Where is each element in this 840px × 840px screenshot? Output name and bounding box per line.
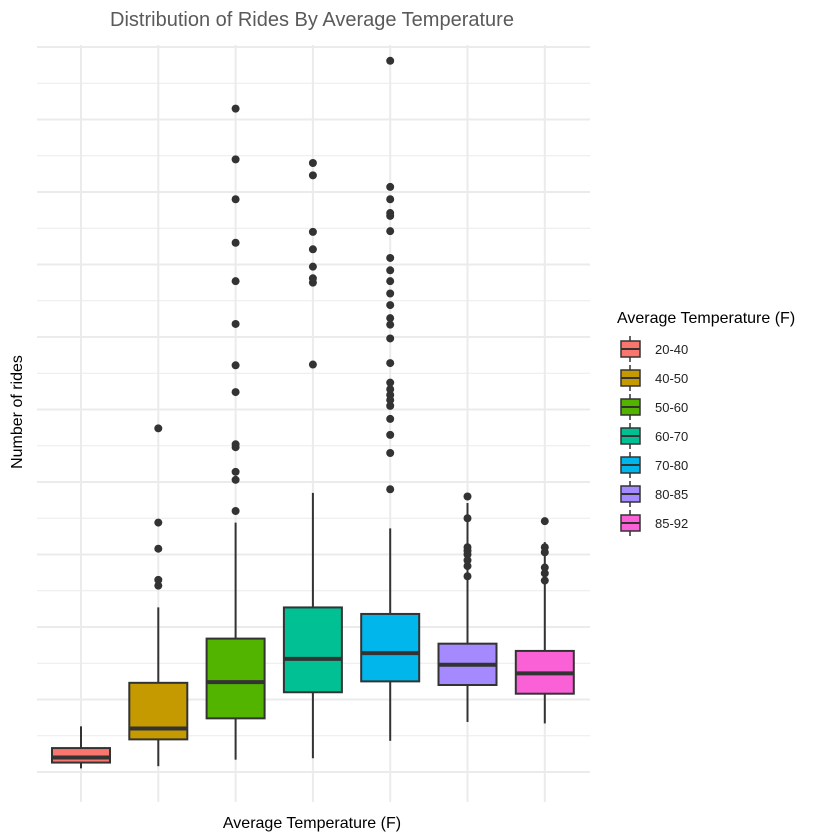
legend: Average Temperature (F) 20-40 40-50 50-60 6… bbox=[617, 310, 795, 536]
outlier-point bbox=[231, 361, 240, 370]
outlier-point bbox=[386, 301, 395, 310]
legend-label: 70-80 bbox=[655, 458, 688, 473]
legend-label: 85-92 bbox=[655, 516, 688, 531]
chart-title: Distribution of Rides By Average Tempera… bbox=[110, 9, 514, 31]
legend-title: Average Temperature (F) bbox=[617, 310, 795, 327]
outlier-point bbox=[154, 518, 163, 527]
outlier-point bbox=[308, 159, 317, 167]
legend-label: 50-60 bbox=[655, 400, 688, 415]
outlier-point bbox=[386, 414, 395, 423]
outlier-point bbox=[386, 449, 395, 457]
outlier-point bbox=[463, 556, 472, 565]
outlier-point bbox=[308, 274, 317, 283]
outlier-point bbox=[308, 360, 317, 369]
outlier-point bbox=[386, 253, 395, 262]
outlier-point bbox=[386, 266, 395, 275]
outlier-point bbox=[308, 171, 317, 180]
box-iqr bbox=[360, 612, 421, 683]
outlier-point bbox=[540, 563, 549, 572]
y-axis-title: Number of rides bbox=[9, 355, 26, 469]
outlier-point bbox=[154, 581, 163, 590]
outlier-point bbox=[231, 507, 240, 515]
legend-key-60-70 bbox=[620, 423, 641, 449]
outlier-point bbox=[386, 320, 395, 329]
box-50-60 bbox=[205, 104, 266, 760]
outlier-point bbox=[386, 182, 395, 191]
outlier-point bbox=[463, 492, 472, 501]
outlier-point bbox=[463, 572, 472, 581]
legend-key-70-80 bbox=[620, 452, 641, 478]
legend-label: 80-85 bbox=[655, 487, 688, 502]
outlier-point bbox=[386, 314, 395, 323]
outlier-point bbox=[386, 401, 395, 410]
legend-key-50-60 bbox=[620, 394, 641, 420]
box-85-92 bbox=[514, 517, 575, 724]
legend-label: 40-50 bbox=[655, 371, 688, 386]
outlier-point bbox=[231, 440, 240, 449]
legend-key-85-92 bbox=[620, 510, 641, 536]
box-iqr bbox=[282, 606, 343, 694]
box-70-80 bbox=[360, 56, 421, 741]
outlier-point bbox=[231, 155, 240, 164]
outlier-point bbox=[540, 543, 549, 552]
outlier-point bbox=[231, 475, 240, 484]
outlier-point bbox=[386, 378, 395, 387]
outlier-point bbox=[231, 238, 240, 247]
outlier-point bbox=[308, 227, 317, 236]
outlier-point bbox=[154, 575, 163, 584]
box-40-50 bbox=[128, 424, 189, 767]
outlier-point bbox=[154, 424, 163, 433]
outlier-point bbox=[463, 543, 472, 552]
outlier-point bbox=[154, 544, 163, 553]
legend-key-20-40 bbox=[620, 336, 641, 362]
outlier-point bbox=[386, 385, 395, 394]
box-iqr bbox=[128, 681, 189, 741]
legend-key-80-85 bbox=[620, 481, 641, 507]
plot-area bbox=[37, 45, 590, 802]
outlier-point bbox=[463, 562, 472, 571]
outlier-point bbox=[231, 104, 240, 113]
outlier-point bbox=[386, 277, 395, 286]
box-80-85 bbox=[437, 492, 498, 722]
box-iqr bbox=[51, 747, 111, 764]
legend-label: 20-40 bbox=[655, 342, 688, 357]
box-iqr bbox=[205, 637, 266, 720]
outlier-point bbox=[386, 289, 395, 298]
outlier-point bbox=[386, 227, 395, 236]
boxes bbox=[51, 56, 575, 769]
outlier-point bbox=[540, 569, 549, 578]
outlier-point bbox=[386, 334, 395, 343]
outlier-point bbox=[231, 388, 240, 397]
outlier-point bbox=[386, 359, 395, 368]
outlier-point bbox=[540, 576, 549, 585]
box-20-40 bbox=[51, 726, 111, 769]
outlier-point bbox=[308, 262, 317, 271]
outlier-point bbox=[231, 319, 240, 328]
outlier-point bbox=[540, 517, 549, 526]
outlier-point bbox=[463, 514, 472, 523]
box-60-70 bbox=[282, 159, 343, 759]
legend-label: 60-70 bbox=[655, 429, 688, 444]
outlier-point bbox=[308, 245, 317, 254]
legend-key-40-50 bbox=[620, 365, 641, 391]
outlier-point bbox=[386, 430, 395, 439]
outlier-point bbox=[231, 195, 240, 204]
outlier-point bbox=[386, 485, 395, 494]
x-axis-title: Average Temperature (F) bbox=[223, 815, 401, 832]
outlier-point bbox=[386, 209, 395, 218]
outlier-point bbox=[386, 195, 395, 204]
outlier-point bbox=[231, 277, 240, 286]
outlier-point bbox=[231, 467, 240, 476]
outlier-point bbox=[386, 56, 395, 65]
outlier-point bbox=[386, 391, 395, 399]
